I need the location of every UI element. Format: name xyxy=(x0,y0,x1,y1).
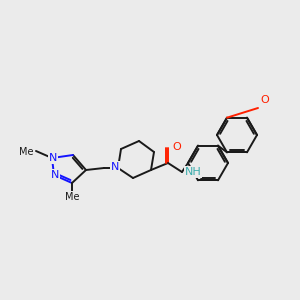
Text: N: N xyxy=(49,153,57,163)
Text: NH: NH xyxy=(185,167,202,177)
Text: O: O xyxy=(172,142,181,152)
Text: N: N xyxy=(111,162,119,172)
Text: O: O xyxy=(261,95,269,105)
Text: Me: Me xyxy=(20,147,34,157)
Text: Me: Me xyxy=(65,192,79,202)
Text: N: N xyxy=(51,170,59,180)
